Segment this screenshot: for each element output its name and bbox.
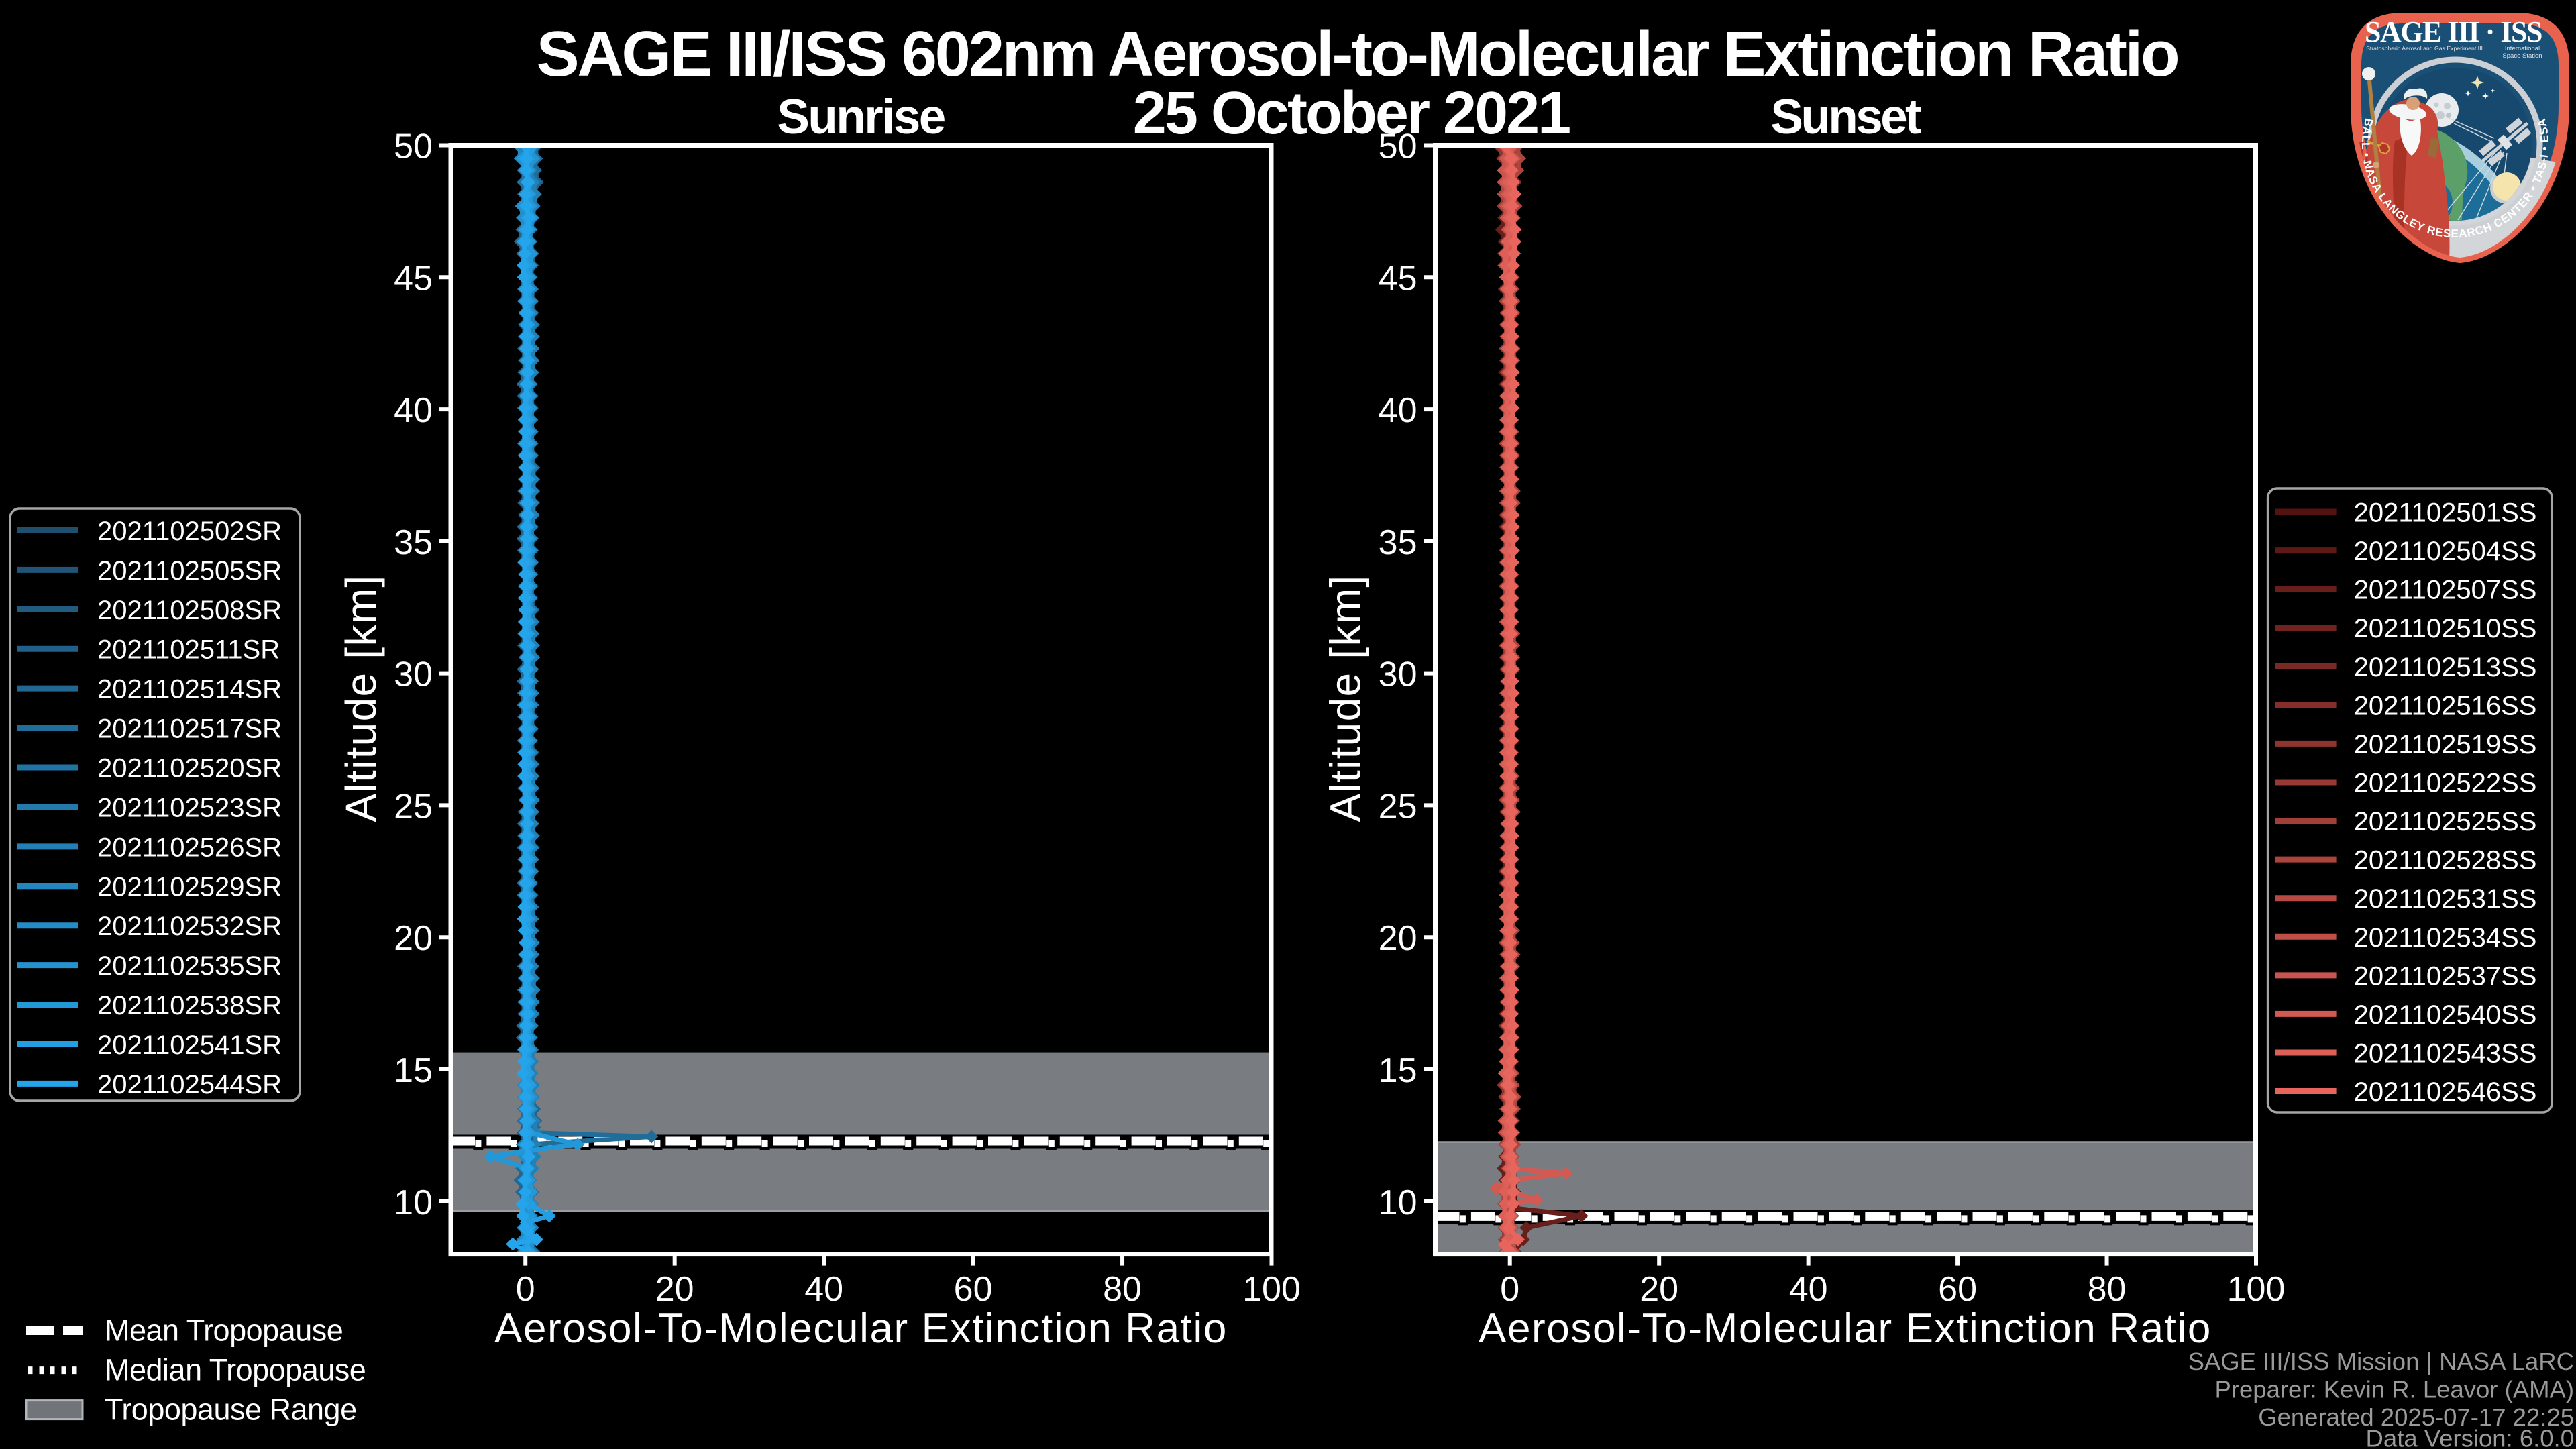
svg-text:SAGE III · ISS: SAGE III · ISS (2365, 15, 2542, 48)
svg-text:2021102522SS: 2021102522SS (2354, 768, 2537, 798)
svg-text:15: 15 (1379, 1051, 1417, 1090)
svg-text:2021102523SR: 2021102523SR (97, 793, 282, 822)
svg-text:15: 15 (394, 1051, 433, 1090)
svg-text:2021102501SS: 2021102501SS (2354, 498, 2537, 528)
svg-text:40: 40 (804, 1270, 843, 1309)
svg-text:2021102538SR: 2021102538SR (97, 991, 282, 1020)
svg-text:20: 20 (394, 919, 433, 958)
svg-text:Data Version: 6.0.0: Data Version: 6.0.0 (2366, 1425, 2574, 1449)
svg-text:2021102540SS: 2021102540SS (2354, 1000, 2537, 1030)
svg-text:2021102513SS: 2021102513SS (2354, 653, 2537, 682)
svg-text:2021102505SR: 2021102505SR (97, 556, 282, 586)
svg-text:Altitude [km]: Altitude [km] (1322, 574, 1370, 822)
svg-text:2021102502SR: 2021102502SR (97, 517, 282, 546)
svg-text:50: 50 (394, 127, 433, 166)
svg-text:2021102516SS: 2021102516SS (2354, 691, 2537, 720)
svg-text:Sunrise: Sunrise (777, 90, 945, 144)
svg-text:2021102526SR: 2021102526SR (97, 833, 282, 862)
svg-text:2021102508SR: 2021102508SR (97, 596, 282, 625)
svg-text:2021102511SR: 2021102511SR (97, 635, 280, 665)
svg-text:10: 10 (1379, 1183, 1417, 1222)
svg-text:100: 100 (1242, 1270, 1301, 1309)
svg-text:Space Station: Space Station (2502, 52, 2542, 60)
svg-text:International: International (2505, 45, 2540, 52)
svg-text:50: 50 (1379, 127, 1417, 166)
svg-text:80: 80 (2088, 1270, 2127, 1309)
svg-text:2021102528SS: 2021102528SS (2354, 846, 2537, 875)
svg-text:20: 20 (1640, 1270, 1678, 1309)
svg-text:2021102517SR: 2021102517SR (97, 714, 282, 744)
svg-text:Generated 2025-07-17 22:25: Generated 2025-07-17 22:25 (2258, 1403, 2574, 1431)
svg-text:2021102529SR: 2021102529SR (97, 872, 282, 902)
svg-text:45: 45 (1379, 259, 1417, 298)
svg-text:2021102532SR: 2021102532SR (97, 912, 282, 941)
svg-text:30: 30 (1379, 655, 1417, 694)
svg-text:60: 60 (954, 1270, 993, 1309)
svg-text:2021102510SS: 2021102510SS (2354, 614, 2537, 643)
svg-text:25 October 2021: 25 October 2021 (1133, 80, 1570, 147)
svg-text:0: 0 (516, 1270, 535, 1309)
svg-text:40: 40 (1789, 1270, 1828, 1309)
svg-text:2021102546SS: 2021102546SS (2354, 1077, 2537, 1107)
svg-text:10: 10 (394, 1183, 433, 1222)
svg-text:2021102531SS: 2021102531SS (2354, 884, 2537, 914)
svg-text:SAGE III/ISS Mission | NASA La: SAGE III/ISS Mission | NASA LaRC (2188, 1348, 2574, 1375)
svg-text:45: 45 (394, 259, 433, 298)
svg-text:80: 80 (1103, 1270, 1142, 1309)
svg-text:Tropopause Range: Tropopause Range (105, 1393, 357, 1427)
svg-text:Stratospheric Aerosol and Gas: Stratospheric Aerosol and Gas Experiment… (2366, 45, 2483, 52)
svg-text:Altitude [km]: Altitude [km] (337, 574, 385, 822)
svg-text:2021102543SS: 2021102543SS (2354, 1038, 2537, 1068)
svg-text:100: 100 (2227, 1270, 2286, 1309)
svg-text:Median Tropopause: Median Tropopause (105, 1353, 366, 1387)
svg-text:2021102504SS: 2021102504SS (2354, 537, 2537, 566)
svg-text:0: 0 (1500, 1270, 1519, 1309)
svg-text:2021102507SS: 2021102507SS (2354, 576, 2537, 605)
svg-text:40: 40 (1379, 391, 1417, 430)
svg-text:2021102520SR: 2021102520SR (97, 753, 282, 783)
svg-text:20: 20 (655, 1270, 694, 1309)
svg-text:Preparer: Kevin R. Leavor (AMA: Preparer: Kevin R. Leavor (AMA) (2214, 1376, 2574, 1403)
svg-text:2021102537SS: 2021102537SS (2354, 961, 2537, 991)
svg-text:30: 30 (394, 655, 433, 694)
svg-text:35: 35 (1379, 523, 1417, 562)
svg-text:2021102541SR: 2021102541SR (97, 1030, 282, 1060)
svg-text:25: 25 (394, 787, 433, 826)
svg-text:Mean Tropopause: Mean Tropopause (105, 1313, 343, 1348)
svg-text:40: 40 (394, 391, 433, 430)
svg-text:35: 35 (394, 523, 433, 562)
svg-text:2021102525SS: 2021102525SS (2354, 807, 2537, 837)
svg-text:60: 60 (1938, 1270, 1977, 1309)
svg-text:20: 20 (1379, 919, 1417, 958)
svg-text:Aerosol-To-Molecular Extinctio: Aerosol-To-Molecular Extinction Ratio (1479, 1305, 2212, 1352)
svg-text:2021102534SS: 2021102534SS (2354, 923, 2537, 953)
svg-text:2021102514SR: 2021102514SR (97, 675, 282, 704)
svg-text:Aerosol-To-Molecular Extinctio: Aerosol-To-Molecular Extinction Ratio (494, 1305, 1228, 1352)
svg-text:Sunset: Sunset (1770, 90, 1921, 144)
svg-text:2021102544SR: 2021102544SR (97, 1070, 282, 1099)
svg-text:2021102535SR: 2021102535SR (97, 951, 282, 981)
svg-text:2021102519SS: 2021102519SS (2354, 730, 2537, 759)
svg-text:SAGE III/ISS 602nm Aerosol-to-: SAGE III/ISS 602nm Aerosol-to-Molecular … (537, 18, 2178, 90)
svg-text:25: 25 (1379, 787, 1417, 826)
